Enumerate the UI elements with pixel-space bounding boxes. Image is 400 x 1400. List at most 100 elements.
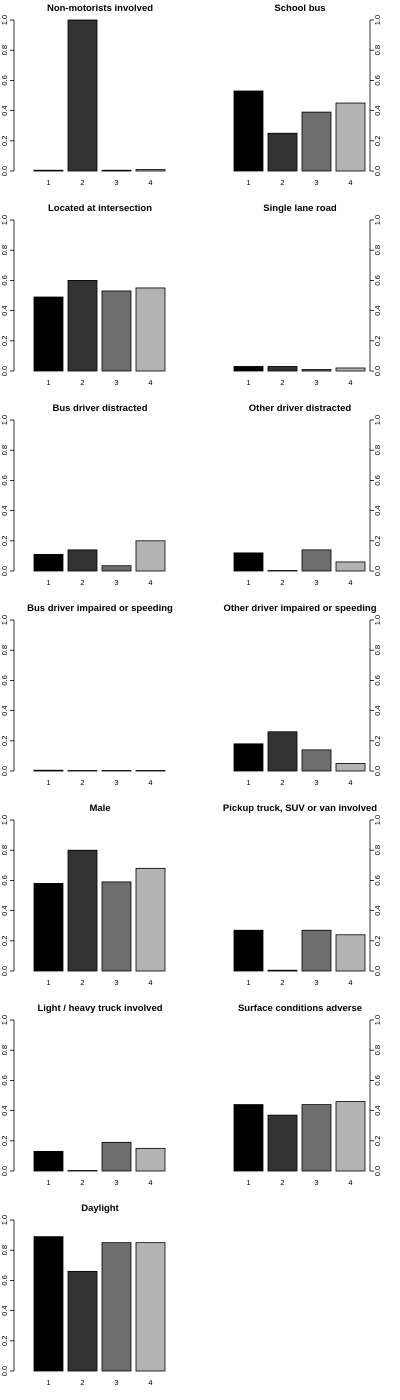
y-tick-label: 1.0 xyxy=(373,1015,382,1025)
panel-title: Light / heavy truck involved xyxy=(37,1003,162,1014)
category-label: 1 xyxy=(246,1178,250,1187)
bar-4 xyxy=(335,1101,366,1172)
bar-1 xyxy=(33,769,64,772)
panel-title: Daylight xyxy=(81,1203,119,1214)
y-tick-label: 0.8 xyxy=(373,445,382,455)
y-tick-label: 0.2 xyxy=(373,736,382,746)
y-tick-label: 0.2 xyxy=(0,736,9,746)
y-tick-label: 0.6 xyxy=(373,675,382,685)
y-tick-label: 1.0 xyxy=(373,415,382,425)
bar-2 xyxy=(67,1270,98,1372)
bar-4 xyxy=(135,1147,166,1172)
panel-7: Bus driver impaired or speeding 0.0 0.2 0.4… xyxy=(0,603,173,787)
bar-1 xyxy=(33,553,64,572)
panel-title: Other driver impaired or speeding xyxy=(223,603,376,614)
category-label: 4 xyxy=(348,178,352,187)
y-tick-label: 0.8 xyxy=(373,245,382,255)
category-label: 1 xyxy=(46,378,50,387)
y-tick-label: 1.0 xyxy=(373,815,382,825)
y-tick-label: 0.4 xyxy=(0,105,9,115)
category-label: 4 xyxy=(148,1178,152,1187)
category-label: 2 xyxy=(80,1378,84,1387)
category-label: 4 xyxy=(348,778,352,787)
y-tick-label: 0.6 xyxy=(0,675,9,685)
panel-title: Surface conditions adverse xyxy=(238,1003,362,1014)
y-tick-label: 0.0 xyxy=(0,566,9,576)
bar-2 xyxy=(67,549,98,572)
category-label: 1 xyxy=(246,778,250,787)
y-tick-label: 0.4 xyxy=(0,905,9,915)
y-tick-label: 0.0 xyxy=(373,366,382,376)
category-label: 4 xyxy=(148,578,152,587)
category-label: 2 xyxy=(80,578,84,587)
category-label: 4 xyxy=(348,578,352,587)
bar-2 xyxy=(67,279,98,372)
category-label: 2 xyxy=(80,1178,84,1187)
y-tick-label: 0.4 xyxy=(0,1305,9,1315)
panel-4: Single lane road 0.0 0.2 0.4 0.6 0.8 1.0 1 2 3 4 xyxy=(233,203,382,387)
y-tick-label: 0.8 xyxy=(0,245,9,255)
category-label: 2 xyxy=(280,378,284,387)
category-label: 3 xyxy=(314,1178,318,1187)
y-tick-label: 0.8 xyxy=(0,1045,9,1055)
bar-4 xyxy=(135,867,166,972)
y-tick-label: 0.8 xyxy=(373,845,382,855)
y-tick-label: 0.2 xyxy=(373,536,382,546)
y-tick-label: 0.6 xyxy=(0,1075,9,1085)
category-label: 2 xyxy=(80,178,84,187)
bar-3 xyxy=(101,565,132,572)
category-label: 1 xyxy=(46,578,50,587)
category-label: 3 xyxy=(314,578,318,587)
y-tick-label: 1.0 xyxy=(0,615,9,625)
y-tick-label: 0.0 xyxy=(373,766,382,776)
bar-2 xyxy=(67,1170,98,1172)
y-tick-label: 1.0 xyxy=(0,1215,9,1225)
y-tick-label: 0.8 xyxy=(0,1245,9,1255)
category-label: 4 xyxy=(348,1178,352,1187)
category-label: 1 xyxy=(246,578,250,587)
bar-1 xyxy=(233,1104,264,1172)
bar-2 xyxy=(67,849,98,972)
panel-title: Male xyxy=(89,803,110,814)
category-label: 2 xyxy=(280,178,284,187)
y-tick-label: 0.0 xyxy=(0,766,9,776)
y-tick-label: 0.4 xyxy=(373,305,382,315)
category-label: 1 xyxy=(46,178,50,187)
bar-4 xyxy=(335,763,366,772)
category-label: 2 xyxy=(280,778,284,787)
y-tick-label: 0.8 xyxy=(0,645,9,655)
panel-3: Located at intersection 0.0 0.2 0.4 0.6 0.8 1.… xyxy=(0,203,166,387)
bar-3 xyxy=(301,111,332,172)
bar-3 xyxy=(101,770,132,772)
category-label: 3 xyxy=(314,378,318,387)
category-label: 3 xyxy=(114,1178,118,1187)
y-tick-label: 0.4 xyxy=(0,505,9,515)
y-tick-label: 0.2 xyxy=(373,136,382,146)
category-label: 4 xyxy=(148,978,152,987)
bar-3 xyxy=(101,169,132,172)
y-tick-label: 0.2 xyxy=(0,536,9,546)
y-tick-label: 1.0 xyxy=(0,215,9,225)
y-tick-label: 0.2 xyxy=(373,1136,382,1146)
y-tick-label: 0.6 xyxy=(373,1075,382,1085)
y-tick-label: 0.2 xyxy=(0,136,9,146)
category-label: 3 xyxy=(114,578,118,587)
category-label: 2 xyxy=(280,578,284,587)
bar-3 xyxy=(101,290,132,372)
y-tick-label: 0.4 xyxy=(373,105,382,115)
bar-2 xyxy=(67,19,98,172)
y-tick-label: 0.8 xyxy=(373,1045,382,1055)
y-tick-label: 0.6 xyxy=(0,1275,9,1285)
y-tick-label: 0.2 xyxy=(0,936,9,946)
y-tick-label: 0.4 xyxy=(0,705,9,715)
bar-1 xyxy=(233,366,264,372)
y-tick-label: 1.0 xyxy=(373,215,382,225)
bar-3 xyxy=(301,749,332,772)
y-tick-label: 0.6 xyxy=(373,875,382,885)
panel-title: Bus driver distracted xyxy=(52,403,147,414)
category-label: 1 xyxy=(246,978,250,987)
panel-title: Pickup truck, SUV or van involved xyxy=(223,803,377,814)
bar-2 xyxy=(267,1114,298,1172)
y-tick-label: 1.0 xyxy=(0,415,9,425)
category-label: 1 xyxy=(246,378,250,387)
